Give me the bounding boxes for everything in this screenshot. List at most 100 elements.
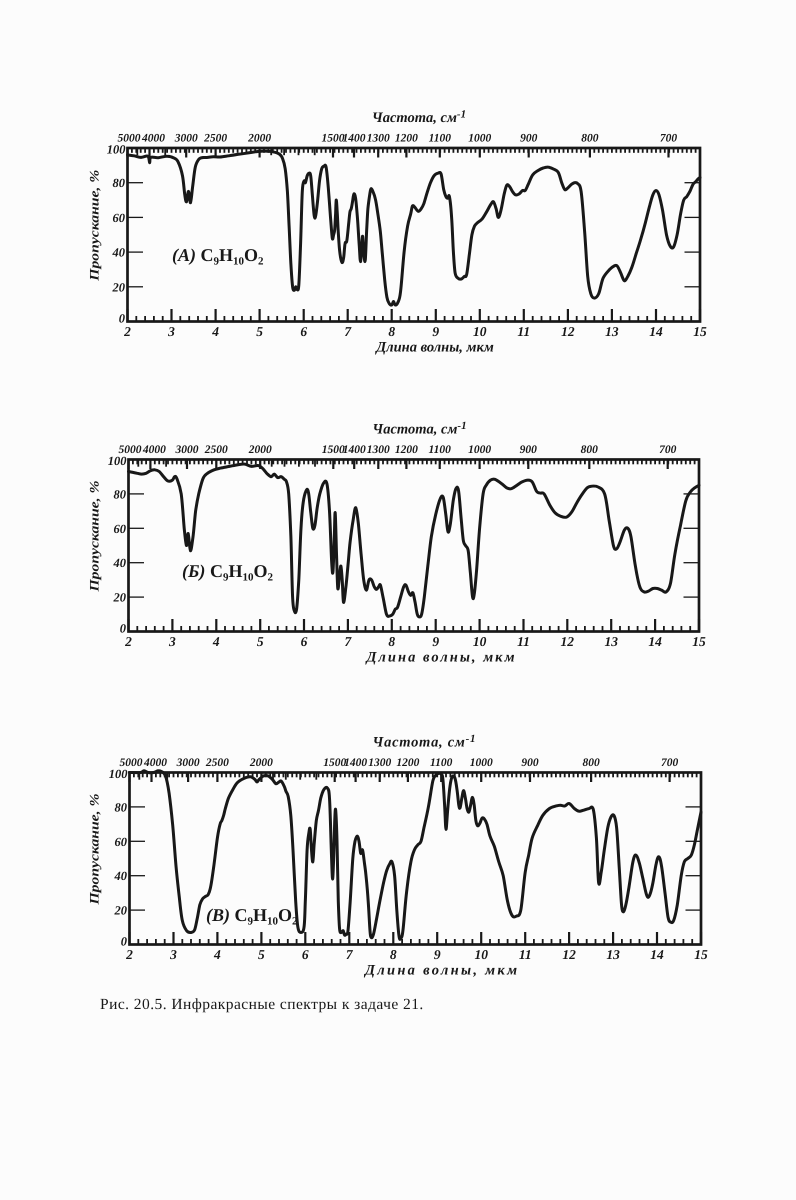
svg-text:1400: 1400 bbox=[343, 444, 366, 456]
svg-text:1300: 1300 bbox=[368, 757, 391, 769]
svg-text:1400: 1400 bbox=[344, 757, 367, 769]
svg-text:2: 2 bbox=[124, 634, 132, 649]
svg-text:6: 6 bbox=[300, 324, 307, 339]
svg-text:20: 20 bbox=[113, 591, 127, 605]
svg-text:8: 8 bbox=[388, 634, 395, 649]
svg-text:800: 800 bbox=[582, 757, 600, 769]
svg-text:2000: 2000 bbox=[247, 133, 271, 145]
svg-text:7: 7 bbox=[344, 324, 352, 339]
svg-text:(А) C9H10O2: (А) C9H10O2 bbox=[172, 245, 264, 268]
svg-text:10: 10 bbox=[473, 634, 487, 649]
svg-text:2: 2 bbox=[125, 947, 133, 962]
svg-text:4000: 4000 bbox=[142, 444, 166, 456]
svg-text:100: 100 bbox=[109, 767, 129, 781]
svg-text:5: 5 bbox=[258, 947, 265, 962]
svg-text:14: 14 bbox=[650, 947, 664, 962]
svg-text:4: 4 bbox=[213, 947, 221, 962]
svg-text:14: 14 bbox=[649, 324, 663, 339]
svg-text:(В) C9H10O2: (В) C9H10O2 bbox=[206, 905, 298, 928]
svg-text:2500: 2500 bbox=[204, 444, 228, 456]
svg-text:9: 9 bbox=[432, 324, 439, 339]
svg-text:1100: 1100 bbox=[429, 133, 452, 145]
svg-text:14: 14 bbox=[648, 634, 662, 649]
svg-text:700: 700 bbox=[660, 133, 678, 145]
svg-text:10: 10 bbox=[473, 324, 487, 339]
svg-text:1000: 1000 bbox=[468, 133, 491, 145]
svg-text:4: 4 bbox=[212, 634, 220, 649]
svg-text:3: 3 bbox=[168, 634, 176, 649]
svg-text:60: 60 bbox=[115, 835, 128, 849]
svg-text:Пропускание, %: Пропускание, % bbox=[87, 480, 102, 592]
svg-text:1100: 1100 bbox=[430, 757, 453, 769]
svg-text:2500: 2500 bbox=[203, 133, 227, 145]
svg-text:1500: 1500 bbox=[323, 757, 346, 769]
svg-text:3: 3 bbox=[167, 324, 175, 339]
svg-text:5000: 5000 bbox=[120, 757, 143, 769]
svg-text:13: 13 bbox=[604, 634, 618, 649]
svg-text:15: 15 bbox=[694, 947, 708, 962]
svg-text:1400: 1400 bbox=[343, 133, 366, 145]
svg-text:2: 2 bbox=[123, 324, 131, 339]
svg-text:15: 15 bbox=[692, 634, 706, 649]
svg-text:8: 8 bbox=[390, 947, 397, 962]
svg-text:11: 11 bbox=[517, 324, 530, 339]
svg-text:1000: 1000 bbox=[470, 757, 493, 769]
svg-text:7: 7 bbox=[346, 947, 354, 962]
svg-text:12: 12 bbox=[561, 324, 575, 339]
svg-text:100: 100 bbox=[108, 454, 128, 468]
svg-text:Частота, см-1: Частота, см-1 bbox=[373, 733, 476, 751]
svg-text:Частота, см-1: Частота, см-1 bbox=[372, 420, 466, 438]
svg-text:3000: 3000 bbox=[174, 133, 198, 145]
svg-text:800: 800 bbox=[581, 133, 599, 145]
svg-text:3: 3 bbox=[169, 947, 177, 962]
svg-text:100: 100 bbox=[107, 143, 127, 157]
svg-text:Рис. 20.5. Инфракрасные спектр: Рис. 20.5. Инфракрасные спектры к задаче… bbox=[100, 996, 424, 1013]
svg-text:9: 9 bbox=[434, 947, 441, 962]
svg-text:700: 700 bbox=[661, 757, 679, 769]
svg-text:6: 6 bbox=[302, 947, 309, 962]
svg-text:1200: 1200 bbox=[396, 757, 419, 769]
svg-text:0: 0 bbox=[119, 312, 126, 326]
svg-text:1000: 1000 bbox=[468, 444, 491, 456]
svg-text:1500: 1500 bbox=[322, 444, 345, 456]
svg-text:1300: 1300 bbox=[367, 133, 390, 145]
svg-text:8: 8 bbox=[388, 324, 395, 339]
svg-text:0: 0 bbox=[120, 622, 127, 636]
svg-text:15: 15 bbox=[693, 324, 707, 339]
svg-text:Пропускание, %: Пропускание, % bbox=[87, 170, 102, 282]
svg-text:80: 80 bbox=[113, 176, 126, 190]
svg-text:5000: 5000 bbox=[118, 133, 141, 145]
svg-text:40: 40 bbox=[113, 556, 127, 570]
svg-text:40: 40 bbox=[112, 246, 126, 260]
svg-text:20: 20 bbox=[114, 904, 128, 918]
svg-text:2000: 2000 bbox=[248, 444, 272, 456]
svg-text:1300: 1300 bbox=[367, 444, 390, 456]
svg-text:5: 5 bbox=[257, 634, 264, 649]
svg-text:900: 900 bbox=[520, 444, 538, 456]
svg-text:11: 11 bbox=[519, 947, 532, 962]
svg-text:Длина волны, мкм: Длина волны, мкм bbox=[363, 963, 517, 979]
svg-text:5000: 5000 bbox=[119, 444, 142, 456]
svg-text:3000: 3000 bbox=[176, 757, 200, 769]
svg-text:Частота, см-1: Частота, см-1 bbox=[372, 109, 466, 127]
svg-text:2000: 2000 bbox=[249, 757, 273, 769]
svg-text:2500: 2500 bbox=[205, 757, 229, 769]
svg-text:40: 40 bbox=[114, 869, 128, 883]
svg-text:60: 60 bbox=[114, 522, 127, 536]
svg-text:13: 13 bbox=[605, 324, 619, 339]
svg-text:4000: 4000 bbox=[143, 757, 167, 769]
svg-text:700: 700 bbox=[659, 444, 677, 456]
svg-text:4000: 4000 bbox=[141, 133, 165, 145]
svg-text:1500: 1500 bbox=[322, 133, 345, 145]
svg-text:0: 0 bbox=[121, 935, 128, 949]
svg-text:900: 900 bbox=[520, 133, 538, 145]
svg-text:80: 80 bbox=[114, 487, 127, 501]
svg-text:13: 13 bbox=[606, 947, 620, 962]
svg-text:Длина волны, мкм: Длина волны, мкм bbox=[374, 340, 494, 356]
svg-text:4: 4 bbox=[211, 324, 219, 339]
svg-text:12: 12 bbox=[561, 634, 575, 649]
svg-text:6: 6 bbox=[301, 634, 308, 649]
svg-text:10: 10 bbox=[474, 947, 488, 962]
svg-text:1100: 1100 bbox=[429, 444, 452, 456]
svg-text:20: 20 bbox=[112, 280, 126, 294]
